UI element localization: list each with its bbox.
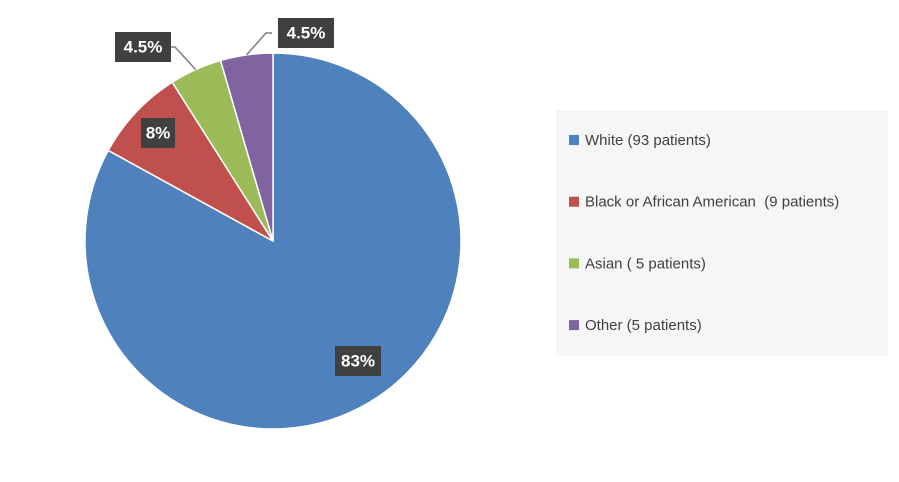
pie-slice: [219, 52, 274, 242]
data-label: 4.5%: [124, 37, 163, 56]
label-box: [335, 346, 381, 376]
legend-label: Asian ( 5 patients): [585, 255, 706, 272]
legend-label: Other (5 patients): [585, 317, 702, 334]
legend-swatch: [569, 258, 579, 269]
legend-label: Black or African American (9 patients): [585, 194, 839, 211]
data-label: 8%: [146, 123, 171, 142]
data-label: 4.5%: [287, 23, 326, 42]
legend-swatch: [569, 196, 579, 207]
legend-box: [556, 110, 888, 356]
leader-line: [245, 32, 272, 56]
legend-swatch: [569, 320, 579, 331]
label-box: [115, 32, 171, 62]
data-label: 83%: [341, 351, 375, 370]
label-box: [141, 118, 175, 148]
legend-swatch: [569, 135, 579, 145]
label-box: [278, 18, 334, 48]
legend-label: White (93 patients): [585, 132, 711, 149]
